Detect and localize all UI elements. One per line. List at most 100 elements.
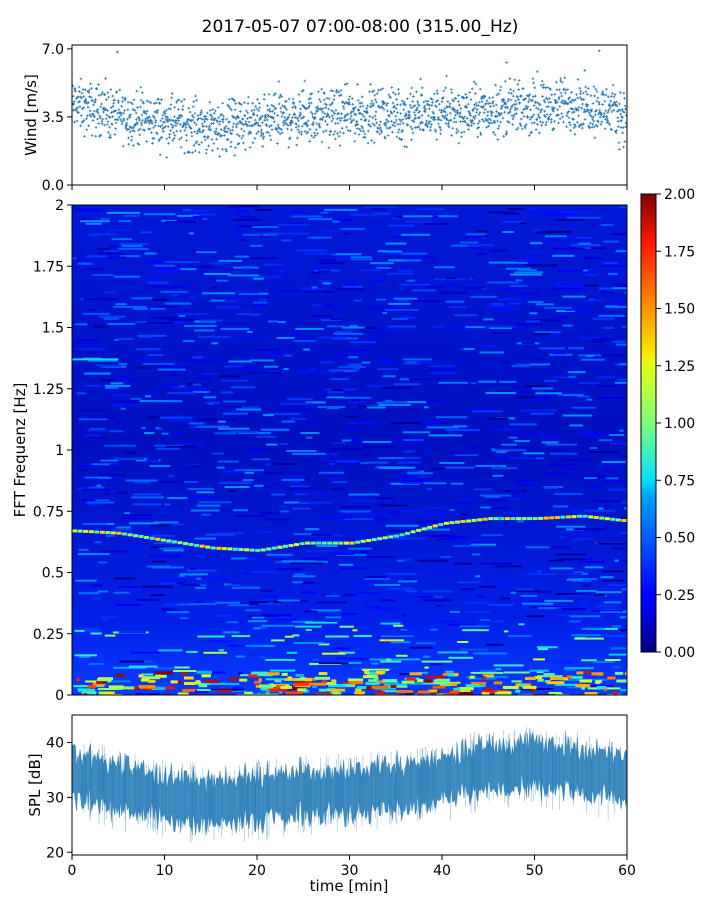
wind-point [290,128,293,132]
spectrogram-band-line [432,524,438,528]
wind-point [430,98,434,101]
wind-point [458,111,462,114]
spectrogram-streak [106,256,127,259]
wind-point [294,126,298,129]
wind-point [211,108,215,111]
wind-point [124,125,127,129]
wind-point [362,129,365,133]
wind-point [156,108,160,112]
wind-point [601,103,604,106]
spectrogram-streak [326,371,338,374]
spectrogram-streak [106,229,131,232]
wind-point [229,145,233,148]
wind-point [457,94,460,97]
spectrogram-streak [322,282,331,285]
wind-point [203,120,206,123]
spectrogram-streak [529,210,556,213]
wind-point [96,117,99,121]
spectrogram-streak [452,430,480,433]
spectrogram-lowfreq-mark [284,678,298,681]
wind-point [521,111,524,115]
wind-point [218,120,222,124]
spectrogram-streak [608,653,627,656]
wind-point [136,106,139,109]
spl-x-tick-label: 10 [156,863,174,879]
wind-point [165,108,168,112]
spectrogram-streak [404,457,420,459]
spectrogram-streak [424,449,429,452]
wind-point [584,90,588,94]
spectrogram-lowfreq-mark [433,679,437,683]
spectrogram-lowfreq-mark [428,689,438,693]
spectrogram-streak [361,551,370,554]
wind-point [309,110,313,114]
wind-point [185,139,188,142]
wind-point [332,98,336,102]
wind-point [510,114,514,117]
spectrogram-streak [281,239,292,242]
spectrogram-streak [598,314,625,317]
wind-point [562,120,565,124]
wind-point [535,117,539,121]
spectrogram-streak [555,285,587,288]
spectrogram-streak [376,267,392,269]
wind-point [558,88,561,92]
wind-point [419,77,423,81]
spectrogram-streak [82,523,110,525]
spectrogram-streak [473,488,492,491]
wind-point [342,105,345,108]
wind-point [579,89,583,93]
spectrogram-streak [113,591,130,594]
wind-point [153,116,156,120]
spectrogram-streak [393,232,402,235]
spectrogram-streak [310,272,319,274]
spectrogram-streak [378,360,395,363]
spectrogram-streak [362,453,370,456]
wind-point [583,108,586,111]
spectrogram-streak [482,235,489,238]
wind-point [136,122,139,125]
wind-point [317,90,320,94]
wind-point [369,82,372,86]
wind-point [293,104,297,108]
spectrogram-y-tick-label: 1 [55,443,64,459]
wind-point [110,111,113,114]
wind-point [492,131,495,134]
spectrogram-streak [108,491,118,493]
spectrogram-streak [94,541,103,544]
spectrogram-streak [253,277,264,280]
wind-point [227,104,231,108]
spectrogram-streak [586,398,593,401]
spectrogram-streak [421,475,427,478]
wind-point [295,143,299,147]
wind-point [395,98,398,101]
spectrogram-streak [503,212,520,215]
spectrogram-streak [470,671,504,674]
wind-point [461,120,464,123]
spectrogram-streak [204,273,231,275]
wind-point [228,129,232,132]
wind-point [286,123,290,127]
wind-point [179,129,182,133]
spectrogram-streak [305,401,326,404]
spectrogram-streak [521,292,540,295]
spectrogram-streak [113,378,130,381]
spectrogram-streak [325,594,339,597]
spectrogram-streak [247,620,268,623]
wind-point [474,114,477,118]
spectrogram-lowfreq-mark [376,670,386,674]
spectrogram-lowfreq-mark [280,685,293,689]
wind-point [566,111,569,115]
wind-point [592,85,596,88]
wind-point [572,117,575,121]
spectrogram-streak [180,617,189,620]
wind-point [519,124,523,127]
spectrogram-streak [597,384,616,387]
spectrogram-lowfreq-mark [390,684,397,688]
wind-point [199,117,203,120]
wind-point [547,118,550,121]
wind-point [260,130,263,134]
spectrogram-streak [509,426,515,429]
spectrogram-lowfreq-mark [138,674,144,678]
wind-point [130,135,134,138]
